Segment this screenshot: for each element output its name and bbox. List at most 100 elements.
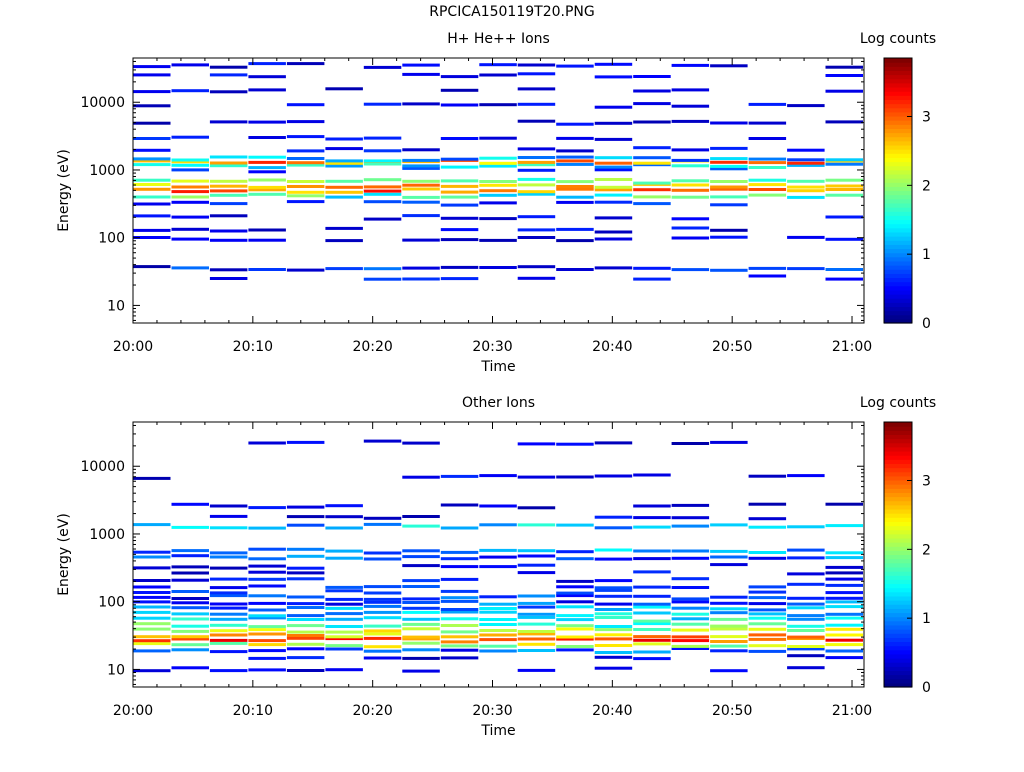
- heatmap-cell: [748, 474, 787, 478]
- heatmap-cell: [171, 601, 209, 605]
- heatmap-cell: [363, 189, 402, 193]
- heatmap-cell: [517, 156, 556, 159]
- colorbar-segment: [884, 269, 912, 274]
- heatmap-cell: [133, 265, 171, 269]
- colorbar-segment: [884, 248, 912, 254]
- heatmap-cell: [171, 237, 209, 241]
- heatmap-cell: [556, 557, 594, 561]
- heatmap-cell: [517, 571, 556, 575]
- colorbar-segment: [884, 124, 912, 129]
- heatmap-cell: [286, 595, 325, 599]
- heatmap-cell: [325, 87, 363, 91]
- heatmap-cell: [633, 516, 671, 520]
- colorbar-segment: [884, 562, 912, 568]
- heatmap-cell: [594, 161, 633, 165]
- colorbar-segment: [884, 265, 912, 270]
- heatmap-cell: [363, 267, 402, 271]
- heatmap-cell: [594, 193, 633, 197]
- heatmap-cell: [633, 525, 671, 529]
- heatmap-cell: [325, 668, 363, 672]
- colorbar-segment: [884, 260, 912, 266]
- heatmap-cell: [248, 62, 286, 66]
- heatmap-cell: [517, 192, 556, 196]
- heatmap-cell: [517, 72, 556, 76]
- heatmap-cell: [402, 606, 440, 610]
- heatmap-cell: [248, 625, 286, 629]
- colorbar-segment: [884, 554, 912, 560]
- heatmap-cell: [325, 647, 363, 651]
- heatmap-cell: [440, 88, 479, 92]
- heatmap-cell: [402, 515, 440, 518]
- colorbar-segment: [884, 78, 912, 84]
- heatmap-cell: [556, 227, 594, 231]
- heatmap-cell: [363, 162, 402, 166]
- heatmap-cell: [248, 577, 286, 581]
- heatmap-cell: [402, 610, 440, 614]
- colorbar-segment: [884, 240, 912, 245]
- heatmap-cell: [825, 184, 863, 188]
- heatmap-cell: [440, 503, 479, 507]
- heatmap-cell: [440, 75, 479, 79]
- heatmap-cell: [787, 185, 825, 189]
- colorbar-segment: [884, 211, 912, 216]
- heatmap-cell: [440, 203, 479, 207]
- heatmap-cell: [286, 636, 325, 640]
- colorbar-segment: [884, 86, 912, 92]
- heatmap-cell: [633, 504, 671, 508]
- heatmap-cell: [363, 624, 402, 628]
- heatmap-cell: [633, 161, 671, 165]
- colorbar-segment: [884, 629, 912, 634]
- colorbar: 0 1 2 3 Log counts: [860, 395, 936, 696]
- colorbar-segment: [884, 579, 912, 585]
- x-tick-label: 20:10: [233, 339, 273, 355]
- heatmap-cell: [748, 596, 787, 600]
- colorbar-segment: [884, 298, 912, 303]
- colorbar-segment: [884, 571, 912, 576]
- heatmap-cell: [594, 655, 633, 659]
- heatmap-cell: [402, 183, 440, 187]
- heatmap-cell: [479, 193, 517, 197]
- heatmap-cell: [671, 88, 710, 92]
- heatmap-cell: [556, 579, 594, 583]
- heatmap-cell: [517, 554, 556, 558]
- heatmap-cell: [286, 602, 325, 606]
- heatmap-cell: [556, 648, 594, 652]
- heatmap-cell: [363, 591, 402, 595]
- heatmap-cell: [171, 554, 209, 558]
- heatmap-cell: [209, 164, 248, 168]
- heatmap-cell: [710, 203, 748, 207]
- colorbar-segment: [884, 479, 912, 485]
- heatmap-cell: [286, 606, 325, 609]
- heatmap-cell: [133, 73, 171, 77]
- heatmap-cell: [748, 556, 787, 560]
- colorbar-tick-label: 0: [922, 680, 931, 696]
- heatmap-cell: [248, 649, 286, 653]
- heatmap-cell: [248, 160, 286, 164]
- heatmap-cell: [209, 551, 248, 555]
- heatmap-cell: [748, 525, 787, 529]
- heatmap-cell: [402, 635, 440, 639]
- heatmap-cell: [363, 102, 402, 106]
- heatmap-cell: [556, 155, 594, 159]
- heatmap-cell: [710, 555, 748, 559]
- heatmap-cell: [286, 577, 325, 581]
- heatmap-cell: [825, 565, 863, 569]
- heatmap-cell: [209, 193, 248, 197]
- colorbar-segment: [884, 165, 912, 171]
- heatmap-cell: [710, 640, 748, 643]
- heatmap-cell: [748, 649, 787, 653]
- colorbar-segment: [884, 550, 912, 556]
- heatmap-cell: [171, 135, 209, 139]
- heatmap-cell: [402, 266, 440, 270]
- heatmap-cell: [594, 633, 633, 637]
- heatmap-cell: [171, 160, 209, 164]
- heatmap-cell: [209, 612, 248, 616]
- heatmap-cell: [209, 591, 248, 595]
- heatmap-cell: [171, 163, 209, 167]
- heatmap-cell: [825, 627, 863, 631]
- heatmap-cell: [286, 120, 325, 124]
- heatmap-cell: [325, 556, 363, 560]
- heatmap-cell: [209, 504, 248, 508]
- heatmap-cell: [209, 90, 248, 94]
- colorbar-label: Log counts: [860, 395, 936, 411]
